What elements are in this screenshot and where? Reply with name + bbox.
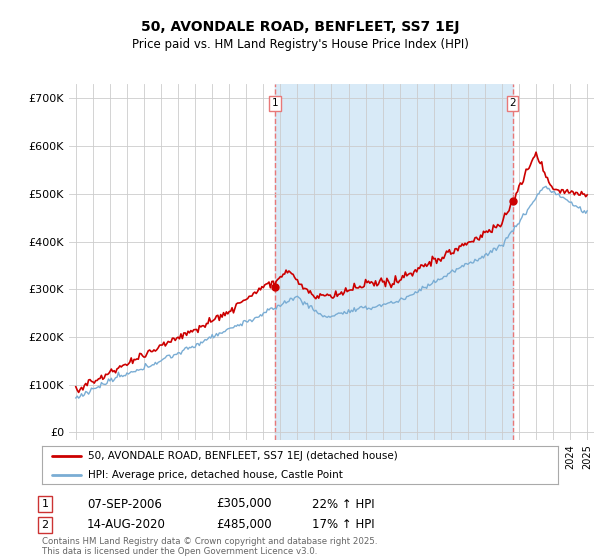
Text: Price paid vs. HM Land Registry's House Price Index (HPI): Price paid vs. HM Land Registry's House … [131,38,469,51]
Text: 1: 1 [271,98,278,108]
Text: 2: 2 [41,520,49,530]
Text: 22% ↑ HPI: 22% ↑ HPI [312,497,374,511]
Text: HPI: Average price, detached house, Castle Point: HPI: Average price, detached house, Cast… [88,470,343,480]
Text: £485,000: £485,000 [216,518,272,531]
Text: £305,000: £305,000 [216,497,271,511]
Text: 50, AVONDALE ROAD, BENFLEET, SS7 1EJ: 50, AVONDALE ROAD, BENFLEET, SS7 1EJ [141,20,459,34]
Text: 1: 1 [41,499,49,509]
Text: 14-AUG-2020: 14-AUG-2020 [87,518,166,531]
Text: 2: 2 [509,98,516,108]
Text: 17% ↑ HPI: 17% ↑ HPI [312,518,374,531]
Text: 50, AVONDALE ROAD, BENFLEET, SS7 1EJ (detached house): 50, AVONDALE ROAD, BENFLEET, SS7 1EJ (de… [88,451,398,461]
Bar [275,84,512,440]
Text: 07-SEP-2006: 07-SEP-2006 [87,497,162,511]
Text: Contains HM Land Registry data © Crown copyright and database right 2025.
This d: Contains HM Land Registry data © Crown c… [42,536,377,556]
